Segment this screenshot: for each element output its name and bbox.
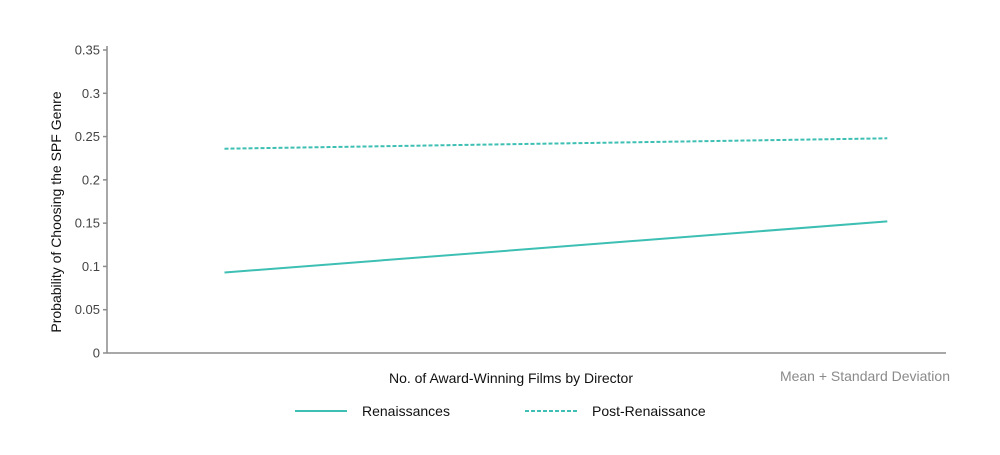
y-tick-label: 0.1: [82, 259, 100, 274]
series-layer: [224, 137, 888, 274]
y-tick-label: 0.05: [75, 302, 100, 317]
y-tick-label: 0.15: [75, 216, 100, 231]
legend-label-renaissances: Renaissances: [362, 403, 450, 419]
y-axis-title: Probability of Choosing the SPF Genre: [48, 91, 64, 332]
y-axis: 0 0.05 0.1 0.15 0.2 0.25 0.3 0.35: [75, 43, 108, 361]
y-tick-label: 0.25: [75, 129, 100, 144]
y-tick-label: 0.3: [82, 86, 100, 101]
y-tick-label: 0: [93, 346, 100, 361]
y-tick-label: 0.2: [82, 172, 100, 187]
y-tick-label: 0.35: [75, 43, 100, 58]
x-axis-title: No. of Award-Winning Films by Director: [389, 370, 633, 386]
legend: Renaissances Post-Renaissance: [295, 403, 706, 419]
series-line-post-renaissance: [224, 137, 888, 150]
legend-label-post-renaissance: Post-Renaissance: [592, 403, 706, 419]
series-line-renaissances: [224, 220, 888, 274]
x-axis-note: Mean + Standard Deviation: [780, 368, 950, 384]
